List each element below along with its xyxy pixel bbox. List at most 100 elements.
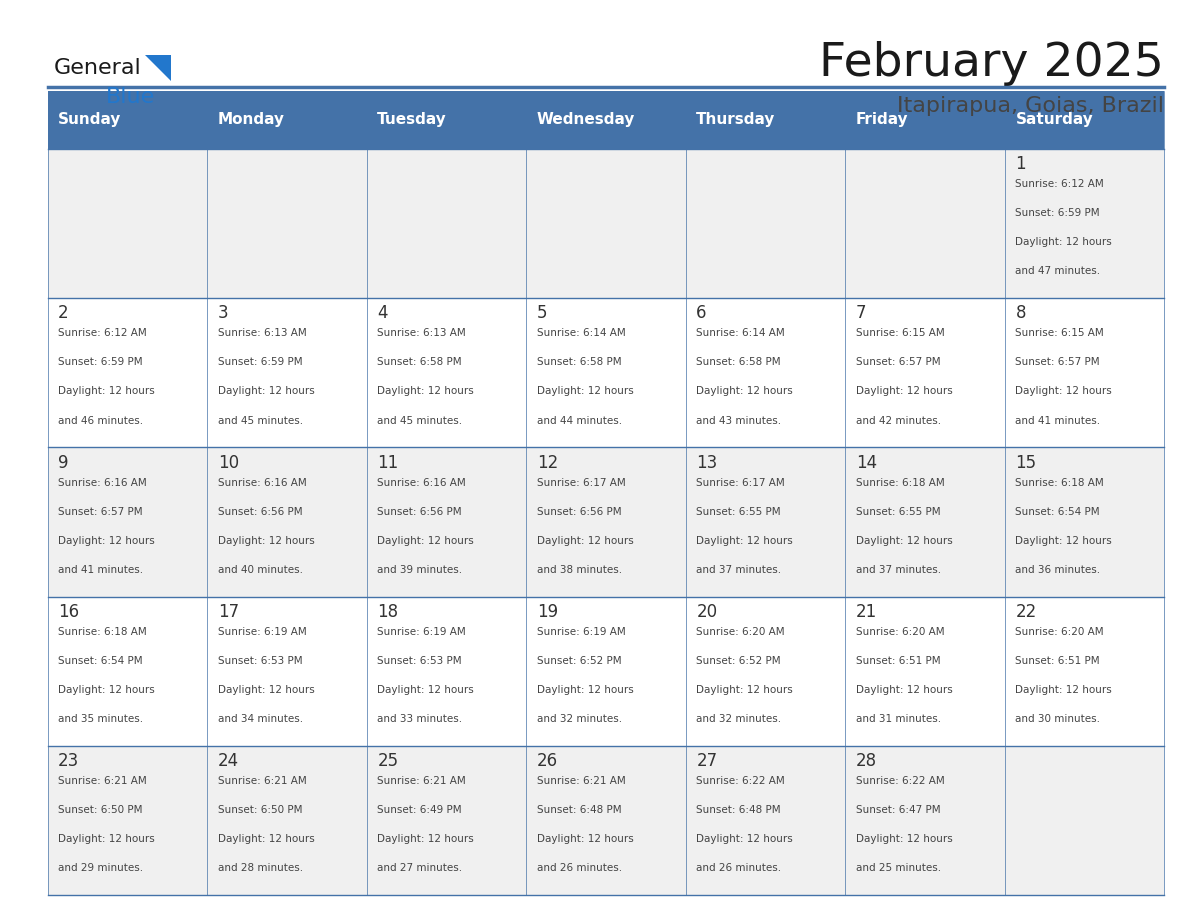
Text: and 25 minutes.: and 25 minutes. — [855, 864, 941, 873]
Text: Sunrise: 6:22 AM: Sunrise: 6:22 AM — [855, 776, 944, 786]
Text: Sunrise: 6:15 AM: Sunrise: 6:15 AM — [1016, 329, 1104, 338]
Text: and 47 minutes.: and 47 minutes. — [1016, 266, 1100, 276]
Text: and 38 minutes.: and 38 minutes. — [537, 565, 623, 575]
Text: Tuesday: Tuesday — [378, 112, 447, 128]
Text: Sunrise: 6:21 AM: Sunrise: 6:21 AM — [58, 776, 147, 786]
Text: 16: 16 — [58, 603, 80, 621]
Text: and 46 minutes.: and 46 minutes. — [58, 416, 144, 426]
Text: 8: 8 — [1016, 305, 1026, 322]
Text: Sunset: 6:50 PM: Sunset: 6:50 PM — [58, 805, 143, 815]
Text: Daylight: 12 hours: Daylight: 12 hours — [855, 685, 953, 695]
Text: and 36 minutes.: and 36 minutes. — [1016, 565, 1100, 575]
Bar — [685, 91, 845, 149]
Text: and 27 minutes.: and 27 minutes. — [378, 864, 462, 873]
Text: Wednesday: Wednesday — [537, 112, 636, 128]
Text: 17: 17 — [217, 603, 239, 621]
Text: Sunrise: 6:19 AM: Sunrise: 6:19 AM — [537, 627, 626, 637]
Text: Thursday: Thursday — [696, 112, 776, 128]
Text: Sunset: 6:52 PM: Sunset: 6:52 PM — [696, 656, 781, 666]
Text: Daylight: 12 hours: Daylight: 12 hours — [855, 536, 953, 546]
Text: and 42 minutes.: and 42 minutes. — [855, 416, 941, 426]
Text: Sunrise: 6:14 AM: Sunrise: 6:14 AM — [696, 329, 785, 338]
Text: 20: 20 — [696, 603, 718, 621]
Text: 7: 7 — [855, 305, 866, 322]
Text: 18: 18 — [378, 603, 398, 621]
Text: 1: 1 — [1016, 155, 1026, 174]
Text: 12: 12 — [537, 453, 558, 472]
Text: Sunset: 6:57 PM: Sunset: 6:57 PM — [58, 507, 143, 517]
Text: and 33 minutes.: and 33 minutes. — [378, 714, 462, 724]
Text: Sunset: 6:49 PM: Sunset: 6:49 PM — [378, 805, 462, 815]
Text: Sunset: 6:56 PM: Sunset: 6:56 PM — [537, 507, 621, 517]
Text: 6: 6 — [696, 305, 707, 322]
Text: Daylight: 12 hours: Daylight: 12 hours — [58, 536, 154, 546]
Bar — [48, 597, 1164, 745]
Bar — [1005, 91, 1164, 149]
Text: Daylight: 12 hours: Daylight: 12 hours — [1016, 685, 1112, 695]
Text: and 45 minutes.: and 45 minutes. — [217, 416, 303, 426]
Text: Daylight: 12 hours: Daylight: 12 hours — [217, 834, 315, 845]
Text: Daylight: 12 hours: Daylight: 12 hours — [537, 536, 633, 546]
Text: and 28 minutes.: and 28 minutes. — [217, 864, 303, 873]
Text: Sunrise: 6:20 AM: Sunrise: 6:20 AM — [855, 627, 944, 637]
Polygon shape — [145, 55, 171, 81]
Text: Sunrise: 6:22 AM: Sunrise: 6:22 AM — [696, 776, 785, 786]
Text: and 44 minutes.: and 44 minutes. — [537, 416, 623, 426]
Text: Sunset: 6:56 PM: Sunset: 6:56 PM — [378, 507, 462, 517]
Text: and 26 minutes.: and 26 minutes. — [696, 864, 782, 873]
Text: Sunset: 6:48 PM: Sunset: 6:48 PM — [537, 805, 621, 815]
Text: 15: 15 — [1016, 453, 1036, 472]
Text: 9: 9 — [58, 453, 69, 472]
Text: Daylight: 12 hours: Daylight: 12 hours — [378, 386, 474, 397]
Text: General: General — [53, 58, 141, 78]
Text: Sunset: 6:50 PM: Sunset: 6:50 PM — [217, 805, 302, 815]
Text: Monday: Monday — [217, 112, 285, 128]
Text: Sunrise: 6:21 AM: Sunrise: 6:21 AM — [217, 776, 307, 786]
Text: Daylight: 12 hours: Daylight: 12 hours — [217, 386, 315, 397]
Text: Sunrise: 6:17 AM: Sunrise: 6:17 AM — [537, 477, 626, 487]
Text: Daylight: 12 hours: Daylight: 12 hours — [217, 685, 315, 695]
Text: Sunset: 6:57 PM: Sunset: 6:57 PM — [855, 357, 941, 367]
Text: Sunset: 6:58 PM: Sunset: 6:58 PM — [537, 357, 621, 367]
Text: Daylight: 12 hours: Daylight: 12 hours — [1016, 237, 1112, 247]
Text: Sunrise: 6:19 AM: Sunrise: 6:19 AM — [378, 627, 466, 637]
Text: Sunrise: 6:17 AM: Sunrise: 6:17 AM — [696, 477, 785, 487]
Text: and 37 minutes.: and 37 minutes. — [855, 565, 941, 575]
Text: Sunset: 6:59 PM: Sunset: 6:59 PM — [58, 357, 143, 367]
Text: Daylight: 12 hours: Daylight: 12 hours — [58, 685, 154, 695]
Text: 24: 24 — [217, 752, 239, 770]
Text: Blue: Blue — [106, 87, 154, 107]
Text: Daylight: 12 hours: Daylight: 12 hours — [58, 386, 154, 397]
Text: Sunset: 6:56 PM: Sunset: 6:56 PM — [217, 507, 303, 517]
Text: 21: 21 — [855, 603, 877, 621]
Text: and 37 minutes.: and 37 minutes. — [696, 565, 782, 575]
Text: 10: 10 — [217, 453, 239, 472]
Bar — [526, 91, 685, 149]
Text: Sunset: 6:58 PM: Sunset: 6:58 PM — [378, 357, 462, 367]
Text: 5: 5 — [537, 305, 548, 322]
Text: Sunrise: 6:21 AM: Sunrise: 6:21 AM — [378, 776, 466, 786]
Text: Daylight: 12 hours: Daylight: 12 hours — [696, 685, 794, 695]
Text: Daylight: 12 hours: Daylight: 12 hours — [696, 834, 794, 845]
Text: Sunset: 6:55 PM: Sunset: 6:55 PM — [855, 507, 941, 517]
Bar — [48, 447, 1164, 597]
Text: Sunset: 6:54 PM: Sunset: 6:54 PM — [1016, 507, 1100, 517]
Text: Daylight: 12 hours: Daylight: 12 hours — [378, 536, 474, 546]
Text: 3: 3 — [217, 305, 228, 322]
Text: 23: 23 — [58, 752, 80, 770]
Text: Sunrise: 6:13 AM: Sunrise: 6:13 AM — [378, 329, 466, 338]
Text: and 29 minutes.: and 29 minutes. — [58, 864, 144, 873]
Text: 4: 4 — [378, 305, 387, 322]
Text: Sunrise: 6:12 AM: Sunrise: 6:12 AM — [1016, 179, 1104, 189]
Text: 13: 13 — [696, 453, 718, 472]
Text: Sunset: 6:59 PM: Sunset: 6:59 PM — [1016, 208, 1100, 218]
Text: Sunset: 6:54 PM: Sunset: 6:54 PM — [58, 656, 143, 666]
Text: and 41 minutes.: and 41 minutes. — [58, 565, 144, 575]
Text: 25: 25 — [378, 752, 398, 770]
Text: Sunset: 6:52 PM: Sunset: 6:52 PM — [537, 656, 621, 666]
Text: and 35 minutes.: and 35 minutes. — [58, 714, 144, 724]
Text: Daylight: 12 hours: Daylight: 12 hours — [855, 834, 953, 845]
Text: Sunrise: 6:20 AM: Sunrise: 6:20 AM — [696, 627, 785, 637]
Text: Sunrise: 6:13 AM: Sunrise: 6:13 AM — [217, 329, 307, 338]
Text: 19: 19 — [537, 603, 558, 621]
